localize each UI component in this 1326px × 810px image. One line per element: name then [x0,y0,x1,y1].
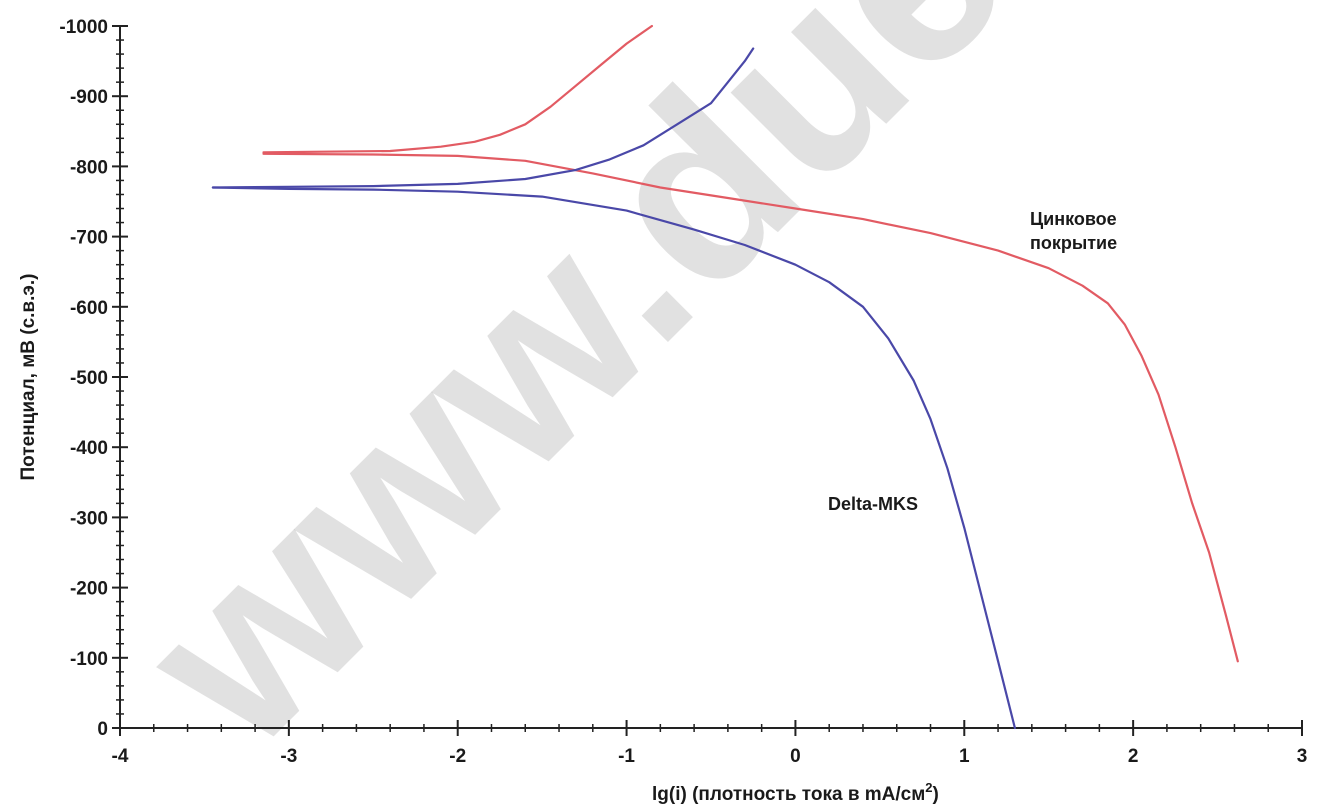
y-tick-label: -700 [70,228,108,249]
series-line-cathodic [211,47,755,189]
y-tick-label: -100 [70,649,108,670]
series-line-anodic [211,186,1016,730]
watermark-text: www.duerer.ru [89,0,1326,798]
y-tick-label: 0 [97,719,108,740]
series-label: Цинковое покрытие [1030,209,1117,253]
series-label: Delta-MKS [828,494,918,514]
series-delta-mks [211,47,1016,730]
y-axis-title: Потенциал, мВ (с.в.э.) [18,274,39,481]
x-tick-label: 1 [959,746,970,767]
y-tick-label: -800 [70,157,108,178]
y-tick-label: -400 [70,438,108,459]
y-tick-label: -600 [70,298,108,319]
x-tick-label: -2 [449,746,466,767]
x-tick-label: -4 [112,746,129,767]
series-line-anodic [262,152,1239,663]
series-line-cathodic [262,24,653,154]
y-tick-label: -1000 [59,17,108,38]
series [211,24,1239,730]
y-tick-label: -500 [70,368,108,389]
y-tick-label: -200 [70,579,108,600]
series-zinc-coating [262,24,1239,663]
x-axis-title: lg(i) (плотность тока в mA/см2) [652,780,939,805]
y-tick-label: -300 [70,508,108,529]
x-tick-label: -3 [280,746,297,767]
ticks: -4 -3 -2 -1 0 1 2 3 0 -100 -200 -300 -400 -500 -600 -70… [59,17,1307,767]
x-tick-label: 3 [1297,746,1308,767]
watermark: www.duerer.ru [89,0,1326,798]
x-tick-label: -1 [618,746,635,767]
x-tick-label: 2 [1128,746,1139,767]
x-tick-label: 0 [790,746,801,767]
y-tick-label: -900 [70,87,108,108]
labels: Цинковое покрытие Delta-MKS Потенциал, мВ (… [18,209,1117,805]
